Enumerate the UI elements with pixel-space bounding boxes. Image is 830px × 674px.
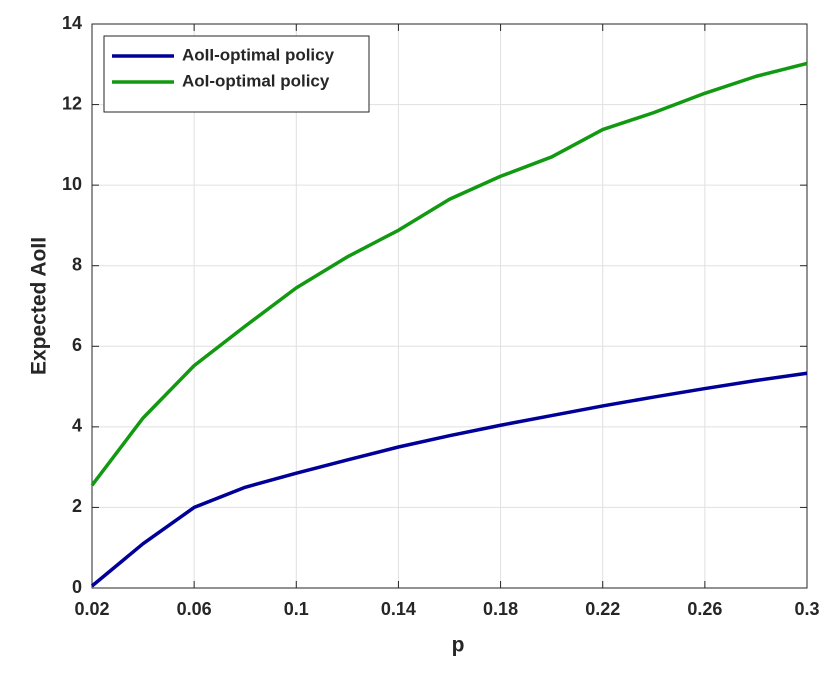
y-tick-label: 2 [72,496,82,516]
y-tick-label: 10 [62,174,82,194]
y-tick-label: 4 [72,416,82,436]
y-axis-label: Expected AoII [28,237,51,375]
x-tick-label: 0.26 [687,599,722,619]
legend-box [103,35,370,113]
legend-label: AoI-optimal policy [182,71,330,90]
line [90,371,808,588]
x-tick-label: 0.1 [284,599,309,619]
y-tick-label: 0 [72,577,82,597]
x-tick-label: 0.3 [794,599,819,619]
x-tick-label: 0.06 [177,599,212,619]
y-tick-label: 8 [72,254,82,274]
x-axis-label: p [452,634,465,657]
x-tick-label: 0.02 [74,599,109,619]
x-tick-label: 0.22 [585,599,620,619]
x-tick-label: 0.18 [483,599,518,619]
x-tick-label: 0.14 [381,599,416,619]
y-tick-label: 6 [72,335,82,355]
y-tick-label: 12 [62,93,82,113]
line [90,61,808,487]
axes-box [91,23,808,589]
legend-label: AoII-optimal policy [182,45,335,64]
plot-area [92,24,807,588]
y-tick-label: 14 [62,13,82,33]
